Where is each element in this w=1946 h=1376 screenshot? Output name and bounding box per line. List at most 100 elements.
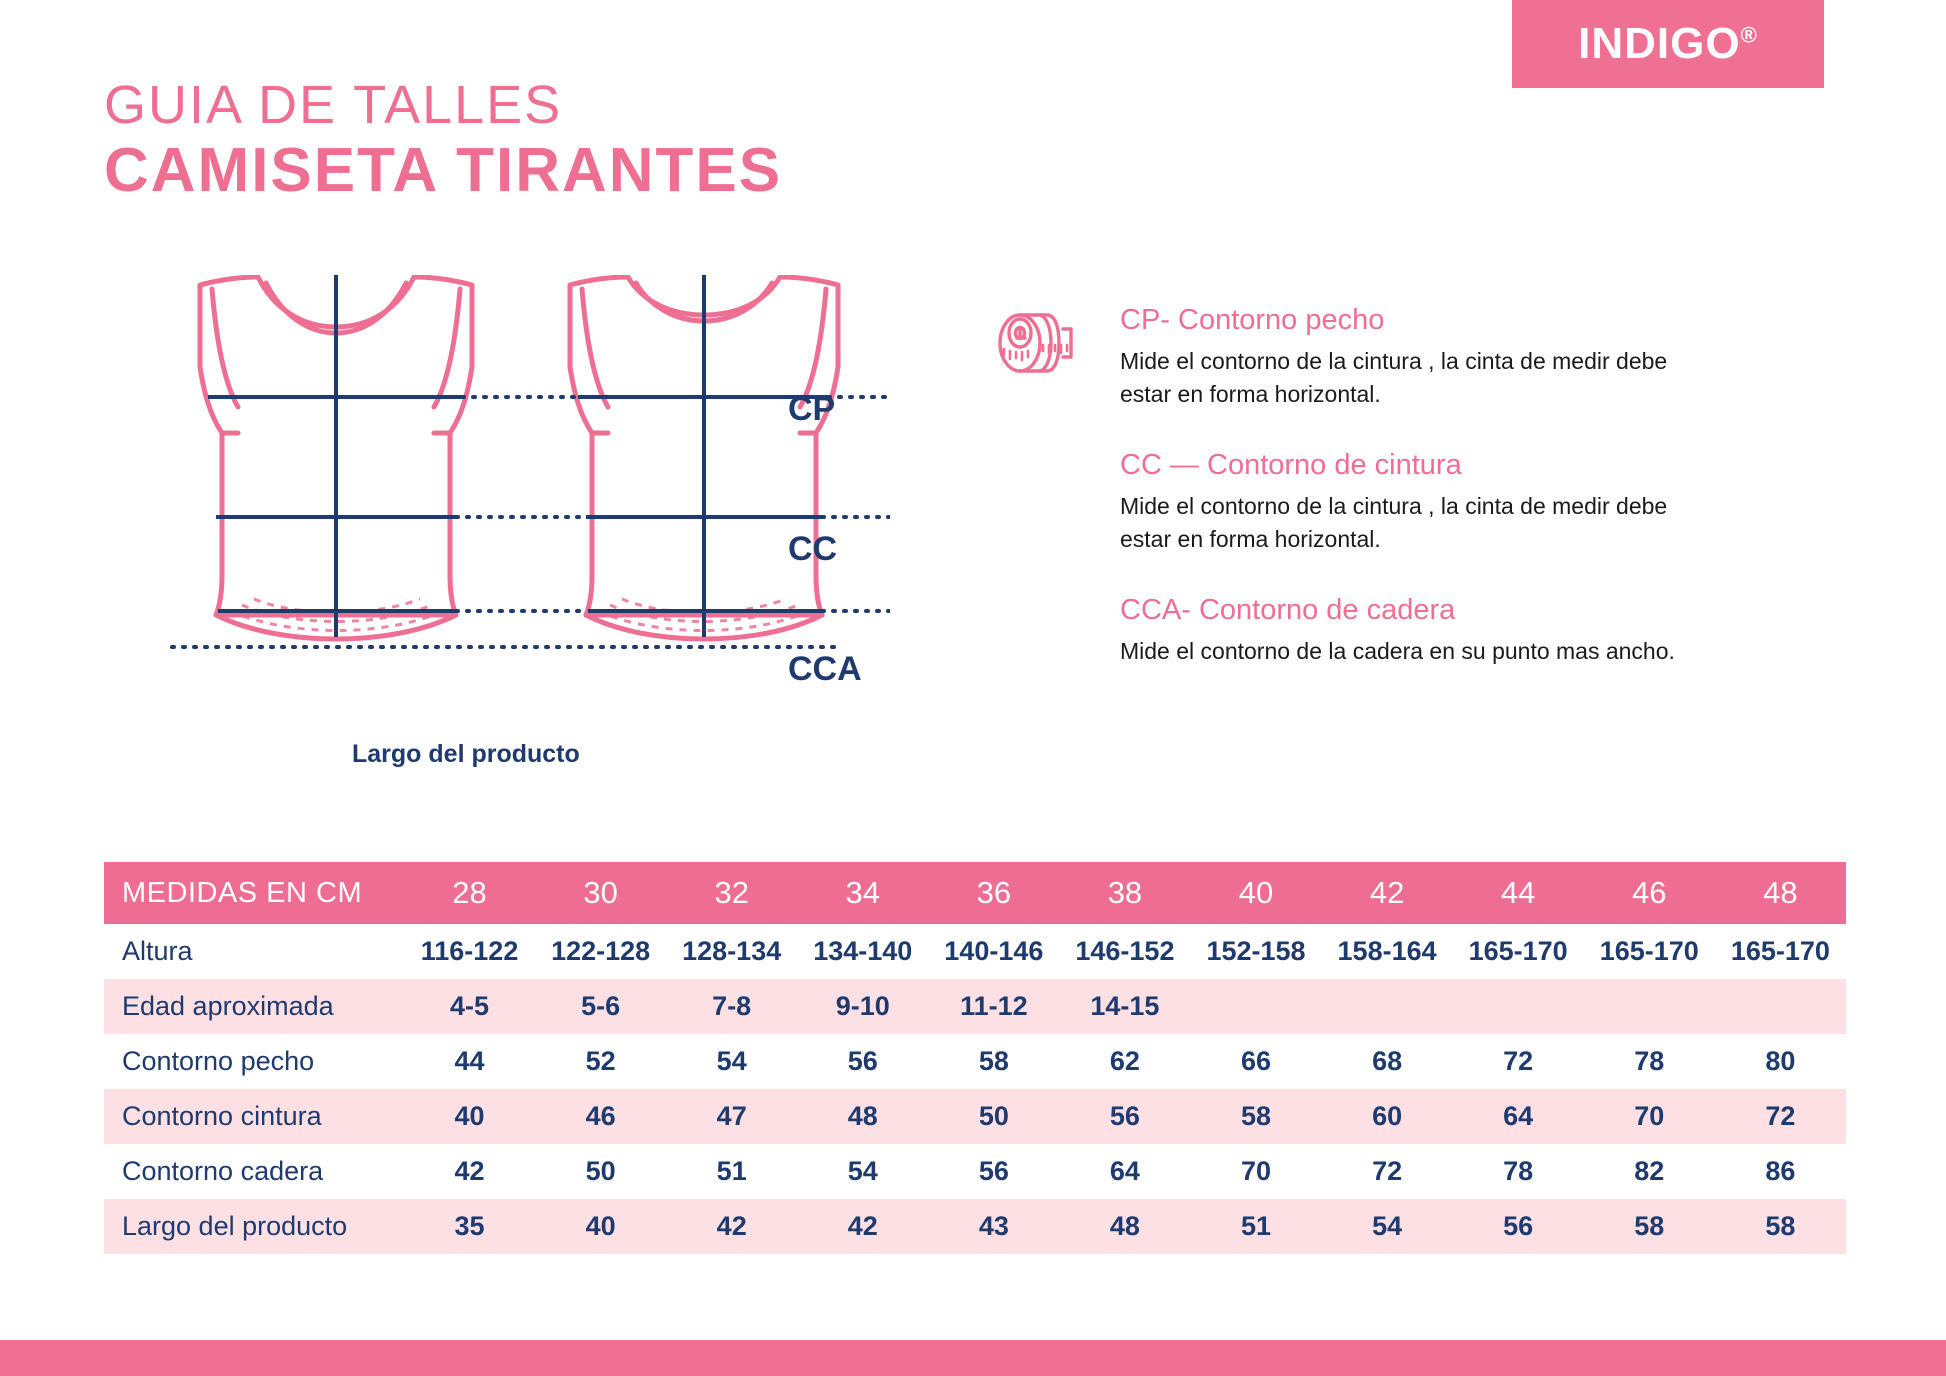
table-cell: 56 <box>978 1156 1009 1186</box>
table-header-size-32: 32 <box>714 875 749 910</box>
table-cell: 44 <box>454 1046 485 1076</box>
table-cell: 46 <box>585 1101 616 1131</box>
table-cell: 140-146 <box>944 936 1044 966</box>
legend-desc-waist: Mide el contorno de la cintura , la cint… <box>1120 493 1668 552</box>
table-cell: 42 <box>847 1211 878 1241</box>
table-cell: 56 <box>1109 1101 1140 1131</box>
brand-logo: INDIGO® <box>1512 0 1824 88</box>
table-header-size-40: 40 <box>1238 875 1274 910</box>
table-cell: 47 <box>716 1101 747 1131</box>
table-cell: 48 <box>1109 1211 1140 1241</box>
table-cell: 86 <box>1765 1156 1796 1186</box>
table-row: Edad aproximada 4-5 5-6 7-8 9-10 11-12 14-15 <box>104 979 1846 1034</box>
measuring-tape-icon <box>995 307 1075 377</box>
table-cell: 42 <box>454 1156 485 1186</box>
table-cell: 51 <box>716 1156 747 1186</box>
table-header-size-42: 42 <box>1369 875 1405 910</box>
legend-item-waist: CC — Contorno de cintura Mide el contorn… <box>995 449 1695 555</box>
page-eyebrow: GUIA DE TALLES <box>104 75 563 135</box>
table-cell: 128-134 <box>682 936 782 966</box>
table-cell: 56 <box>847 1046 878 1076</box>
table-cell: 52 <box>585 1046 616 1076</box>
table-cell: 43 <box>978 1211 1009 1241</box>
legend-desc-hip: Mide el contorno de la cadera en su punt… <box>1120 638 1675 665</box>
table-cell: 72 <box>1765 1101 1796 1131</box>
legend-title-waist: CC — Contorno de cintura <box>1120 449 1462 482</box>
table-cell: 4-5 <box>450 991 490 1021</box>
measurement-legend: CP- Contorno pecho Mide el contorno de l… <box>995 304 1695 708</box>
table-cell: 70 <box>1634 1101 1665 1131</box>
legend-title-hip: CCA- Contorno de cadera <box>1120 594 1456 627</box>
brand-logo-text: INDIGO® <box>1578 19 1758 69</box>
table-cell <box>1715 979 1846 1034</box>
table-cell: 72 <box>1372 1156 1403 1186</box>
table-row-label: Contorno cintura <box>122 1101 322 1131</box>
table-cell: 66 <box>1240 1046 1272 1076</box>
legend-body-hip: CCA- Contorno de cadera Mide el contorno… <box>1120 595 1695 668</box>
table-cell: 58 <box>1240 1101 1272 1131</box>
table-cell <box>1453 979 1584 1034</box>
table-cell: 165-170 <box>1468 936 1568 966</box>
legend-body-waist: CC — Contorno de cintura Mide el contorn… <box>1120 449 1695 555</box>
table-cell: 146-152 <box>1075 936 1175 966</box>
table-cell: 62 <box>1109 1046 1140 1076</box>
table-cell: 35 <box>454 1211 485 1241</box>
table-row-label: Altura <box>122 936 193 966</box>
table-cell: 54 <box>1372 1211 1403 1241</box>
table-row-label: Contorno pecho <box>122 1046 315 1076</box>
table-cell: 64 <box>1503 1101 1534 1131</box>
table-body: Altura 116-122 122-128 128-134 134-140 140-14… <box>104 924 1846 1254</box>
table-row: Contorno pecho 44 52 54 56 58 62 66 68 72 78 80 <box>104 1034 1846 1089</box>
table-row-label: Contorno cadera <box>122 1156 324 1186</box>
footer-bar <box>0 1340 1946 1376</box>
table-row: Contorno cadera 42 50 51 54 56 64 70 72 78 82 86 <box>104 1144 1846 1199</box>
table-cell: 7-8 <box>712 991 752 1021</box>
table-cell: 64 <box>1109 1156 1140 1186</box>
legend-desc-chest: Mide el contorno de la cintura , la cint… <box>1120 347 1668 407</box>
table-cell: 78 <box>1503 1156 1534 1186</box>
table-cell: 58 <box>1765 1211 1796 1241</box>
garment-illustration <box>150 274 892 695</box>
brand-name: INDIGO <box>1578 19 1741 68</box>
table-cell: 54 <box>847 1156 878 1186</box>
dimension-label-cc: CC <box>788 530 838 568</box>
table-cell: 80 <box>1765 1046 1796 1076</box>
table-cell: 14-15 <box>1090 991 1160 1021</box>
legend-item-hip: CCA- Contorno de cadera Mide el contorno… <box>995 595 1695 668</box>
product-length-label: Largo del producto <box>352 740 580 768</box>
table-cell: 158-164 <box>1337 936 1437 966</box>
table-header-size-46: 46 <box>1632 875 1667 910</box>
table-row: Largo del producto 35 40 42 42 43 48 51 54 56 58 58 <box>104 1199 1846 1254</box>
table-cell: 82 <box>1634 1156 1665 1186</box>
table-cell: 152-158 <box>1206 936 1306 966</box>
table-cell: 48 <box>847 1101 878 1131</box>
page-title: CAMISETA TIRANTES <box>104 136 783 205</box>
table-cell: 40 <box>585 1211 616 1241</box>
table-cell: 51 <box>1240 1211 1272 1241</box>
table-header-size-48: 48 <box>1763 875 1798 910</box>
table-row-label: Largo del producto <box>122 1211 348 1241</box>
legend-title-chest: CP- Contorno pecho <box>1120 304 1385 336</box>
table-header-size-28: 28 <box>452 875 487 910</box>
table-cell: 50 <box>585 1156 616 1186</box>
table-cell: 58 <box>1634 1211 1665 1241</box>
legend-body-chest: CP- Contorno pecho Mide el contorno de l… <box>1120 304 1695 410</box>
table-cell: 78 <box>1634 1046 1665 1076</box>
table-cell <box>1190 979 1321 1034</box>
table-cell: 40 <box>454 1101 485 1131</box>
table-cell: 72 <box>1503 1046 1534 1076</box>
legend-item-chest: CP- Contorno pecho Mide el contorno de l… <box>995 304 1695 410</box>
table-cell: 58 <box>978 1046 1009 1076</box>
table-cell <box>1322 979 1453 1034</box>
table-row-label: Edad aproximada <box>122 991 334 1021</box>
size-chart-table: MEDIDAS EN CM 28 30 32 34 36 38 40 42 44 46 48 Alt… <box>104 862 1846 1254</box>
dimension-label-cca: CCA <box>788 650 862 688</box>
table-header-size-36: 36 <box>976 875 1012 910</box>
table-cell: 42 <box>716 1211 747 1241</box>
registered-mark: ® <box>1740 22 1758 48</box>
table-cell <box>1584 979 1715 1034</box>
table-row: Altura 116-122 122-128 128-134 134-140 140-14… <box>104 924 1846 979</box>
table-header-size-38: 38 <box>1107 875 1143 910</box>
table-cell: 165-170 <box>1599 936 1699 966</box>
table-header-label: MEDIDAS EN CM <box>122 876 363 909</box>
